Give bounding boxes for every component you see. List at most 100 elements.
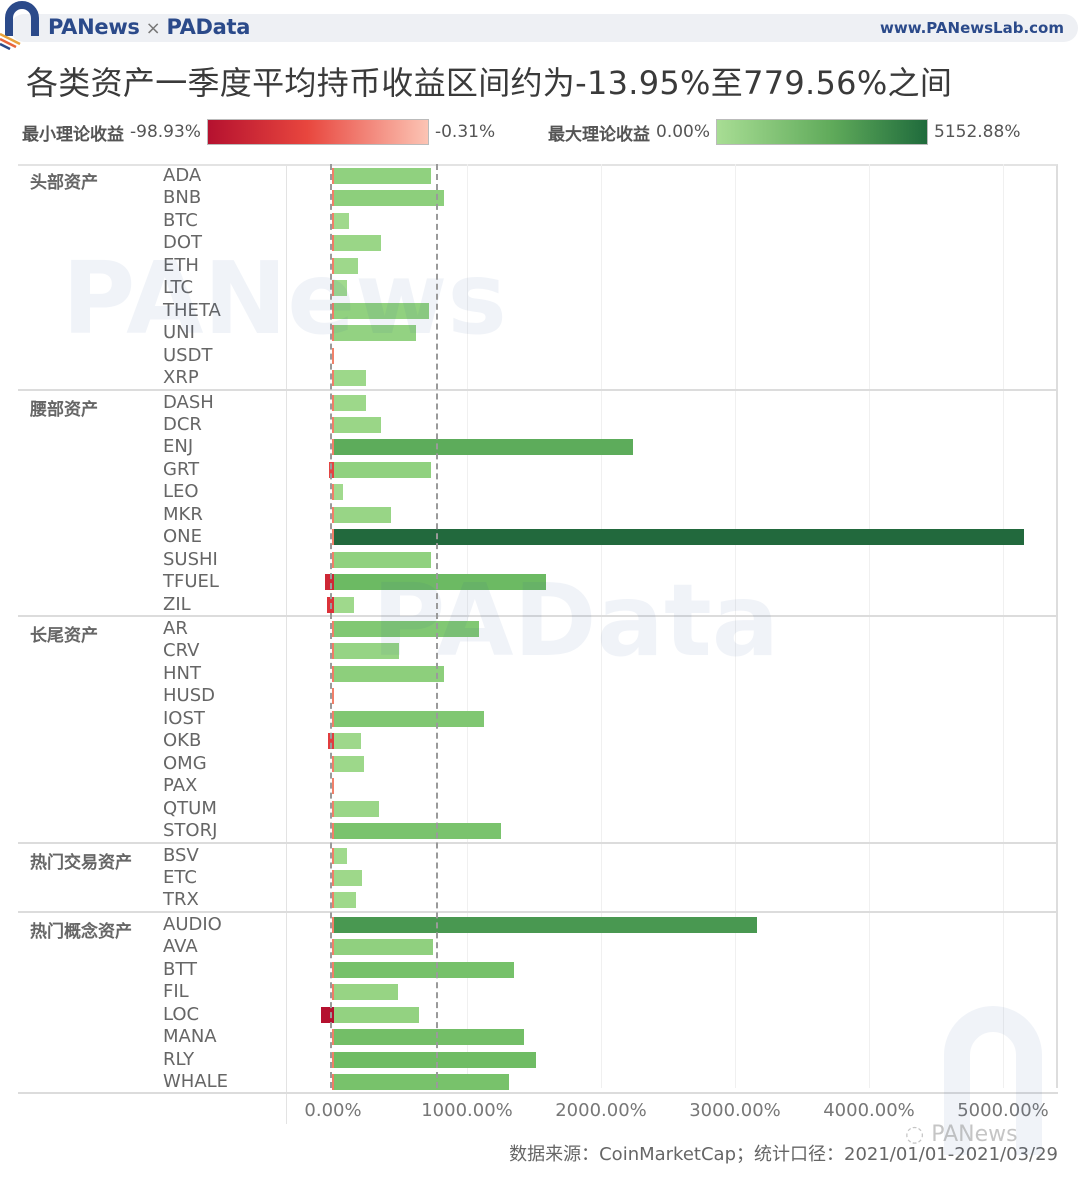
max-return-bar [334,190,444,207]
asset-label: ETH [163,254,199,276]
min-return-bar [332,961,334,978]
asset-row: MANA [18,1026,1058,1048]
asset-label: THETA [163,299,221,321]
chart-title: 各类资产一季度平均持币收益区间约为-13.95%至779.56%之间 [26,64,953,102]
max-return-bar [334,961,514,978]
asset-label: OMG [163,752,207,774]
x-axis-tick: 3000.00% [689,1100,781,1121]
max-return-bar [334,461,432,478]
legend-max-label: 最大理论收益 [548,124,650,145]
asset-label: ONE [163,526,203,548]
asset-label: SUSHI [163,548,218,570]
asset-row: FIL [18,981,1058,1003]
min-return-bar [332,168,334,184]
min-return-bar [332,235,334,252]
asset-label: AR [163,618,188,639]
min-return-bar [332,257,334,274]
asset-row: BTT [18,959,1058,981]
asset-row: OMG [18,753,1058,775]
chart-area: 头部资产 ADA BNB BTC DOT ETH LTC THETA UNI USDT XRP 腰部资… [18,164,1058,1124]
asset-label: HNT [163,662,201,684]
min-return-bar [332,621,334,637]
asset-row: WHALE [18,1071,1058,1093]
min-return-bar [332,347,334,364]
asset-row: STORJ [18,820,1058,842]
asset-row: MKR [18,504,1058,526]
min-return-bar [332,212,334,229]
asset-row: LTC [18,277,1058,299]
asset-row: RLY [18,1049,1058,1071]
asset-row: LEO [18,481,1058,503]
min-return-bar [332,643,334,660]
data-source: 数据来源：CoinMarketCap；统计口径：2021/01/01-2021/… [509,1144,1058,1165]
asset-row: ZIL [18,594,1058,616]
asset-label: STORJ [163,820,218,842]
min-return-bar [332,710,334,727]
asset-group: 热门交易资产 BSV ETC TRX [18,844,1058,913]
max-return-bar [334,710,484,727]
asset-row: PAX [18,775,1058,797]
max-return-bar [334,370,367,387]
max-return-bar [334,643,399,660]
min-return-bar [332,394,334,411]
max-return-bar [334,529,1025,546]
max-return-bar [334,847,347,864]
asset-label: ADA [163,165,202,186]
legend-min-label: 最小理论收益 [22,124,124,145]
asset-row: CRV [18,640,1058,662]
plot-frame [18,164,1058,1088]
max-return-bar [334,869,362,886]
max-return-bar [334,416,381,433]
asset-row: AUDIO [18,914,1058,936]
max-return-bar [334,574,546,591]
asset-row: LOC [18,1004,1058,1026]
max-return-bar [334,984,399,1001]
group-label: 热门交易资产 [30,852,132,873]
max-return-bar [334,325,416,342]
min-return-bar [332,506,334,523]
asset-label: WHALE [163,1070,229,1092]
asset-group: 长尾资产 AR CRV HNT HUSD IOST OKB OMG PAX QTUM STORJ [18,617,1058,844]
asset-row: BSV [18,845,1058,867]
asset-label: LOC [163,1003,200,1025]
legend-max-from: 0.00% [656,122,711,142]
gridline [869,164,870,1088]
asset-row: HNT [18,663,1058,685]
min-return-bar [332,916,334,933]
min-return-bar [332,190,334,207]
asset-row: OKB [18,730,1058,752]
max-return-bar [334,302,429,319]
max-return-bar [334,755,365,772]
legend-max-to: 5152.88% [934,122,1021,142]
max-return-bar [334,665,444,682]
asset-row: AVA [18,936,1058,958]
max-return-bar [334,1073,509,1090]
asset-row: TFUEL [18,571,1058,593]
asset-label: UNI [163,322,195,344]
min-return-bar [332,484,334,501]
max-return-bar [334,168,432,184]
asset-row: BNB [18,187,1058,209]
asset-group: 头部资产 ADA BNB BTC DOT ETH LTC THETA UNI USDT XRP [18,164,1058,391]
legend-min-to: -0.31% [434,122,496,142]
asset-label: RLY [163,1048,195,1070]
asset-label: GRT [163,458,200,480]
asset-label: LTC [163,277,194,299]
asset-label: MKR [163,503,203,525]
max-return-bar [334,1029,524,1046]
min-return-bar [332,416,334,433]
max-return-bar [334,484,343,501]
max-return-bar [334,916,758,933]
min-return-bar [332,551,334,568]
reference-line-dashed [330,164,333,1088]
min-return-bar [332,1051,334,1068]
asset-label: XRP [163,367,199,389]
x-axis-tick: 4000.00% [823,1100,915,1121]
x-axis-tick: 1000.00% [421,1100,513,1121]
asset-label: CRV [163,640,200,662]
max-return-bar [334,1006,419,1023]
min-return-bar [332,755,334,772]
max-return-bar [334,394,367,411]
wechat-icon: ◌ [905,1122,925,1147]
wechat-account: PANews [931,1122,1018,1147]
